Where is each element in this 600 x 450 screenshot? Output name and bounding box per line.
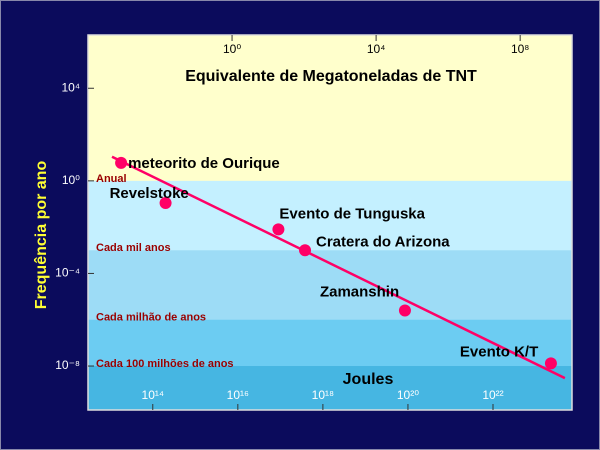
data-point xyxy=(272,223,285,236)
data-point xyxy=(544,357,557,370)
y-tick-label: 10⁴ xyxy=(61,80,80,94)
band-label: Cada mil anos xyxy=(96,242,171,254)
y-axis-title: Frequência por ano xyxy=(33,161,50,310)
data-point xyxy=(398,304,411,317)
x-tick-label: 10¹⁴ xyxy=(142,388,165,402)
x2-tick-label: 10⁴ xyxy=(367,42,386,56)
frequency-band xyxy=(88,366,572,410)
plot-border xyxy=(87,34,573,411)
x-axis-title: Joules xyxy=(343,371,394,388)
y-tick-label: 10⁰ xyxy=(62,173,80,187)
x-tick-label: 10¹⁶ xyxy=(227,388,249,402)
x-tick-label: 10¹⁸ xyxy=(312,388,334,402)
data-point xyxy=(299,244,312,257)
point-label: Evento de Tunguska xyxy=(279,205,425,222)
band-label: Cada 100 milhões de anos xyxy=(96,358,234,370)
band-label: Anual xyxy=(96,173,127,185)
x2-tick-label: 10⁸ xyxy=(511,42,529,56)
y-tick-label: 10⁻⁸ xyxy=(55,358,80,372)
x2-tick-label: 10⁰ xyxy=(223,42,241,56)
point-label: Revelstoke xyxy=(110,185,189,202)
data-point xyxy=(115,156,128,169)
band-label: Cada milhão de anos xyxy=(96,312,206,324)
x-tick-label: 10²⁰ xyxy=(397,388,419,402)
point-label: Evento K/T xyxy=(460,343,538,360)
data-point xyxy=(159,197,172,210)
point-label: meteorito de Ourique xyxy=(128,155,280,172)
point-label: Zamanshin xyxy=(320,283,399,300)
fit-line xyxy=(111,155,566,380)
point-label: Cratera do Arizona xyxy=(316,233,450,250)
x-tick-label: 10²² xyxy=(482,388,503,402)
y-tick-label: 10⁻⁴ xyxy=(55,266,80,280)
x2-axis-title: Equivalente de Megatoneladas de TNT xyxy=(185,68,477,85)
